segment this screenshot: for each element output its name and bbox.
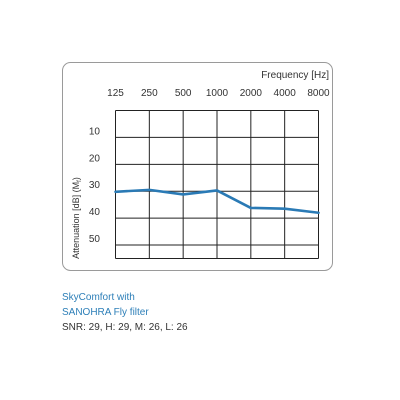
x-tick-label: 1000 bbox=[206, 88, 229, 99]
product-name-line-1: SkyComfort with bbox=[62, 292, 135, 303]
x-tick-label: 500 bbox=[175, 88, 192, 99]
x-tick-labels: 125 250 500 1000 2000 4000 8000 bbox=[107, 88, 330, 99]
y-axis-title-main: Attenuation [dB] (M bbox=[71, 182, 81, 259]
y-tick-label: 50 bbox=[89, 234, 101, 245]
y-tick-label: 10 bbox=[89, 126, 101, 137]
snr-ratings: SNR: 29, H: 29, M: 26, L: 26 bbox=[62, 322, 188, 333]
x-tick-label: 250 bbox=[141, 88, 158, 99]
y-axis-title: Attenuation [dB] (Mf) bbox=[71, 177, 83, 259]
x-axis-title: Frequency [Hz] bbox=[261, 70, 329, 81]
y-tick-labels: 10 20 30 40 50 bbox=[89, 126, 101, 245]
y-axis-title-close: ) bbox=[71, 177, 81, 180]
y-tick-label: 30 bbox=[89, 180, 101, 191]
product-name-line-2: SANOHRA Fly filter bbox=[62, 307, 149, 318]
x-tick-label: 4000 bbox=[274, 88, 297, 99]
series-layer bbox=[114, 188, 320, 215]
x-tick-label: 8000 bbox=[307, 88, 330, 99]
y-axis-title-subscript: f bbox=[77, 180, 83, 182]
product-caption: SkyComfort with SANOHRA Fly filter SNR: … bbox=[62, 290, 188, 335]
y-tick-label: 20 bbox=[89, 153, 101, 164]
x-tick-label: 2000 bbox=[240, 88, 263, 99]
y-tick-label: 40 bbox=[89, 207, 101, 218]
x-tick-label: 125 bbox=[107, 88, 124, 99]
